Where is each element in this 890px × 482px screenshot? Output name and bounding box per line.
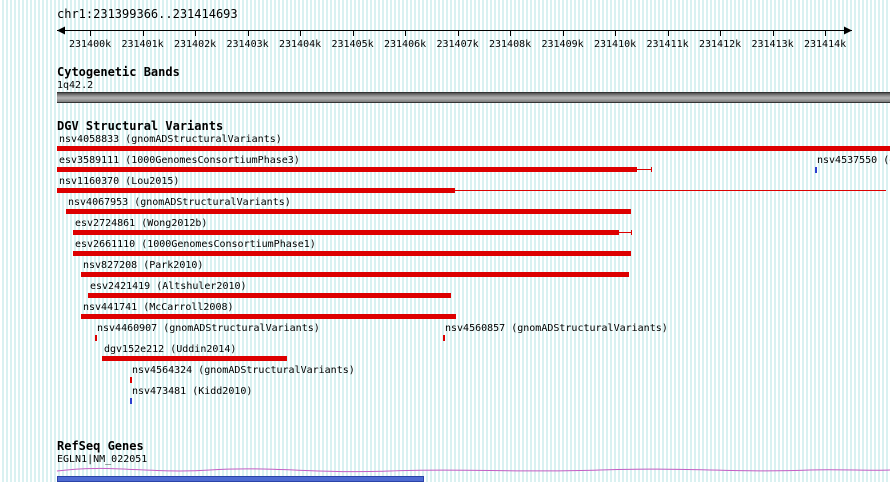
variant-bar[interactable] xyxy=(102,356,287,361)
variant-bar[interactable] xyxy=(88,293,451,298)
cytoband-bar[interactable] xyxy=(57,92,890,103)
variant-bar[interactable] xyxy=(81,272,629,277)
track-title-refseq: RefSeq Genes xyxy=(57,439,144,453)
ruler-tick-label: 231409k xyxy=(541,39,584,50)
ruler-axis-line xyxy=(57,26,852,35)
variant-bar[interactable] xyxy=(57,167,637,172)
variant-point-tick[interactable] xyxy=(95,335,97,341)
variant-bar[interactable] xyxy=(57,188,455,193)
ruler-tick-label: 231404k xyxy=(279,39,322,50)
variant-point-tick[interactable] xyxy=(443,335,445,341)
ruler-tick xyxy=(352,30,354,36)
ruler-tick xyxy=(772,30,774,36)
ruler-tick-label: 231414k xyxy=(804,39,847,50)
variant-label[interactable]: esv2421419 (Altshuler2010) xyxy=(90,281,247,292)
variant-bar[interactable] xyxy=(81,314,456,319)
variant-label[interactable]: nsv4560857 (gnomADStructuralVariants) xyxy=(445,323,668,334)
ruler-tick xyxy=(667,30,669,36)
variant-point-tick[interactable] xyxy=(815,167,817,173)
ruler-tick xyxy=(142,30,144,36)
ruler-tick xyxy=(615,30,616,36)
variant-extent-cap xyxy=(631,230,632,235)
variant-point-tick[interactable] xyxy=(130,377,132,383)
gene-label: EGLN1|NM_022051 xyxy=(57,454,148,465)
horizontal-scrollbar-thumb[interactable] xyxy=(57,476,424,482)
variant-label[interactable]: nsv4067953 (gnomADStructuralVariants) xyxy=(68,197,291,208)
variant-label[interactable]: nsv473481 (Kidd2010) xyxy=(132,386,253,397)
variant-label[interactable]: nsv441741 (McCarroll2008) xyxy=(83,302,234,313)
variant-label[interactable]: nsv1160370 (Lou2015) xyxy=(59,176,180,187)
variant-extent-line xyxy=(619,232,631,233)
ruler-tick-label: 231403k xyxy=(226,39,269,50)
ruler-tick xyxy=(457,30,459,36)
ruler-tick-label: 231405k xyxy=(331,39,374,50)
variant-point-tick[interactable] xyxy=(130,398,132,404)
variant-label[interactable]: nsv4537550 (g xyxy=(817,155,890,166)
ruler-left-arrow-icon xyxy=(57,26,65,35)
ruler-tick-label: 231406k xyxy=(384,39,427,50)
track-title-cytobands: Cytogenetic Bands xyxy=(57,65,180,79)
variant-label[interactable]: esv3589111 (1000GenomesConsortiumPhase3) xyxy=(59,155,300,166)
variant-bar[interactable] xyxy=(73,251,631,256)
variant-label[interactable]: nsv827208 (Park2010) xyxy=(83,260,204,271)
ruler-tick-label: 231400k xyxy=(69,39,112,50)
ruler-tick xyxy=(195,30,196,36)
ruler-tick-label: 231408k xyxy=(489,39,532,50)
variant-bar[interactable] xyxy=(73,230,619,235)
ruler-tick xyxy=(510,30,511,36)
variant-label[interactable]: esv2661110 (1000GenomesConsortiumPhase1) xyxy=(75,239,316,250)
ruler-tick-label: 231412k xyxy=(699,39,742,50)
variant-label[interactable]: nsv4460907 (gnomADStructuralVariants) xyxy=(97,323,320,334)
variant-label[interactable]: nsv4058833 (gnomADStructuralVariants) xyxy=(59,134,282,145)
variant-label[interactable]: dgv152e212 (Uddin2014) xyxy=(104,344,237,355)
variant-label[interactable]: esv2724861 (Wong2012b) xyxy=(75,218,208,229)
variant-extent-line xyxy=(455,190,886,191)
cytoband-label: 1q42.2 xyxy=(57,80,94,91)
ruler-tick xyxy=(300,30,301,36)
ruler-tick-label: 231407k xyxy=(436,39,479,50)
variant-label[interactable]: nsv4564324 (gnomADStructuralVariants) xyxy=(132,365,355,376)
ruler-tick xyxy=(825,30,826,36)
variant-bar[interactable] xyxy=(66,209,631,214)
ruler-tick-label: 231411k xyxy=(646,39,689,50)
variant-extent-cap xyxy=(651,167,652,172)
gene-glyph[interactable] xyxy=(0,460,890,476)
ruler-tick-label: 231410k xyxy=(594,39,637,50)
ruler-tick-label: 231413k xyxy=(751,39,794,50)
ruler-tick xyxy=(247,30,249,36)
ruler-tick-label: 231402k xyxy=(174,39,217,50)
ruler-tick xyxy=(405,30,406,36)
variant-bar[interactable] xyxy=(57,146,890,151)
ruler-tick xyxy=(562,30,564,36)
region-coordinates: chr1:231399366..231414693 xyxy=(57,7,238,21)
ruler-tick xyxy=(720,30,721,36)
ruler-tick xyxy=(90,30,91,36)
ruler-right-arrow-icon xyxy=(844,26,852,35)
track-title-dgv: DGV Structural Variants xyxy=(57,119,224,133)
ruler-tick-label: 231401k xyxy=(121,39,164,50)
variant-extent-line xyxy=(637,169,651,170)
